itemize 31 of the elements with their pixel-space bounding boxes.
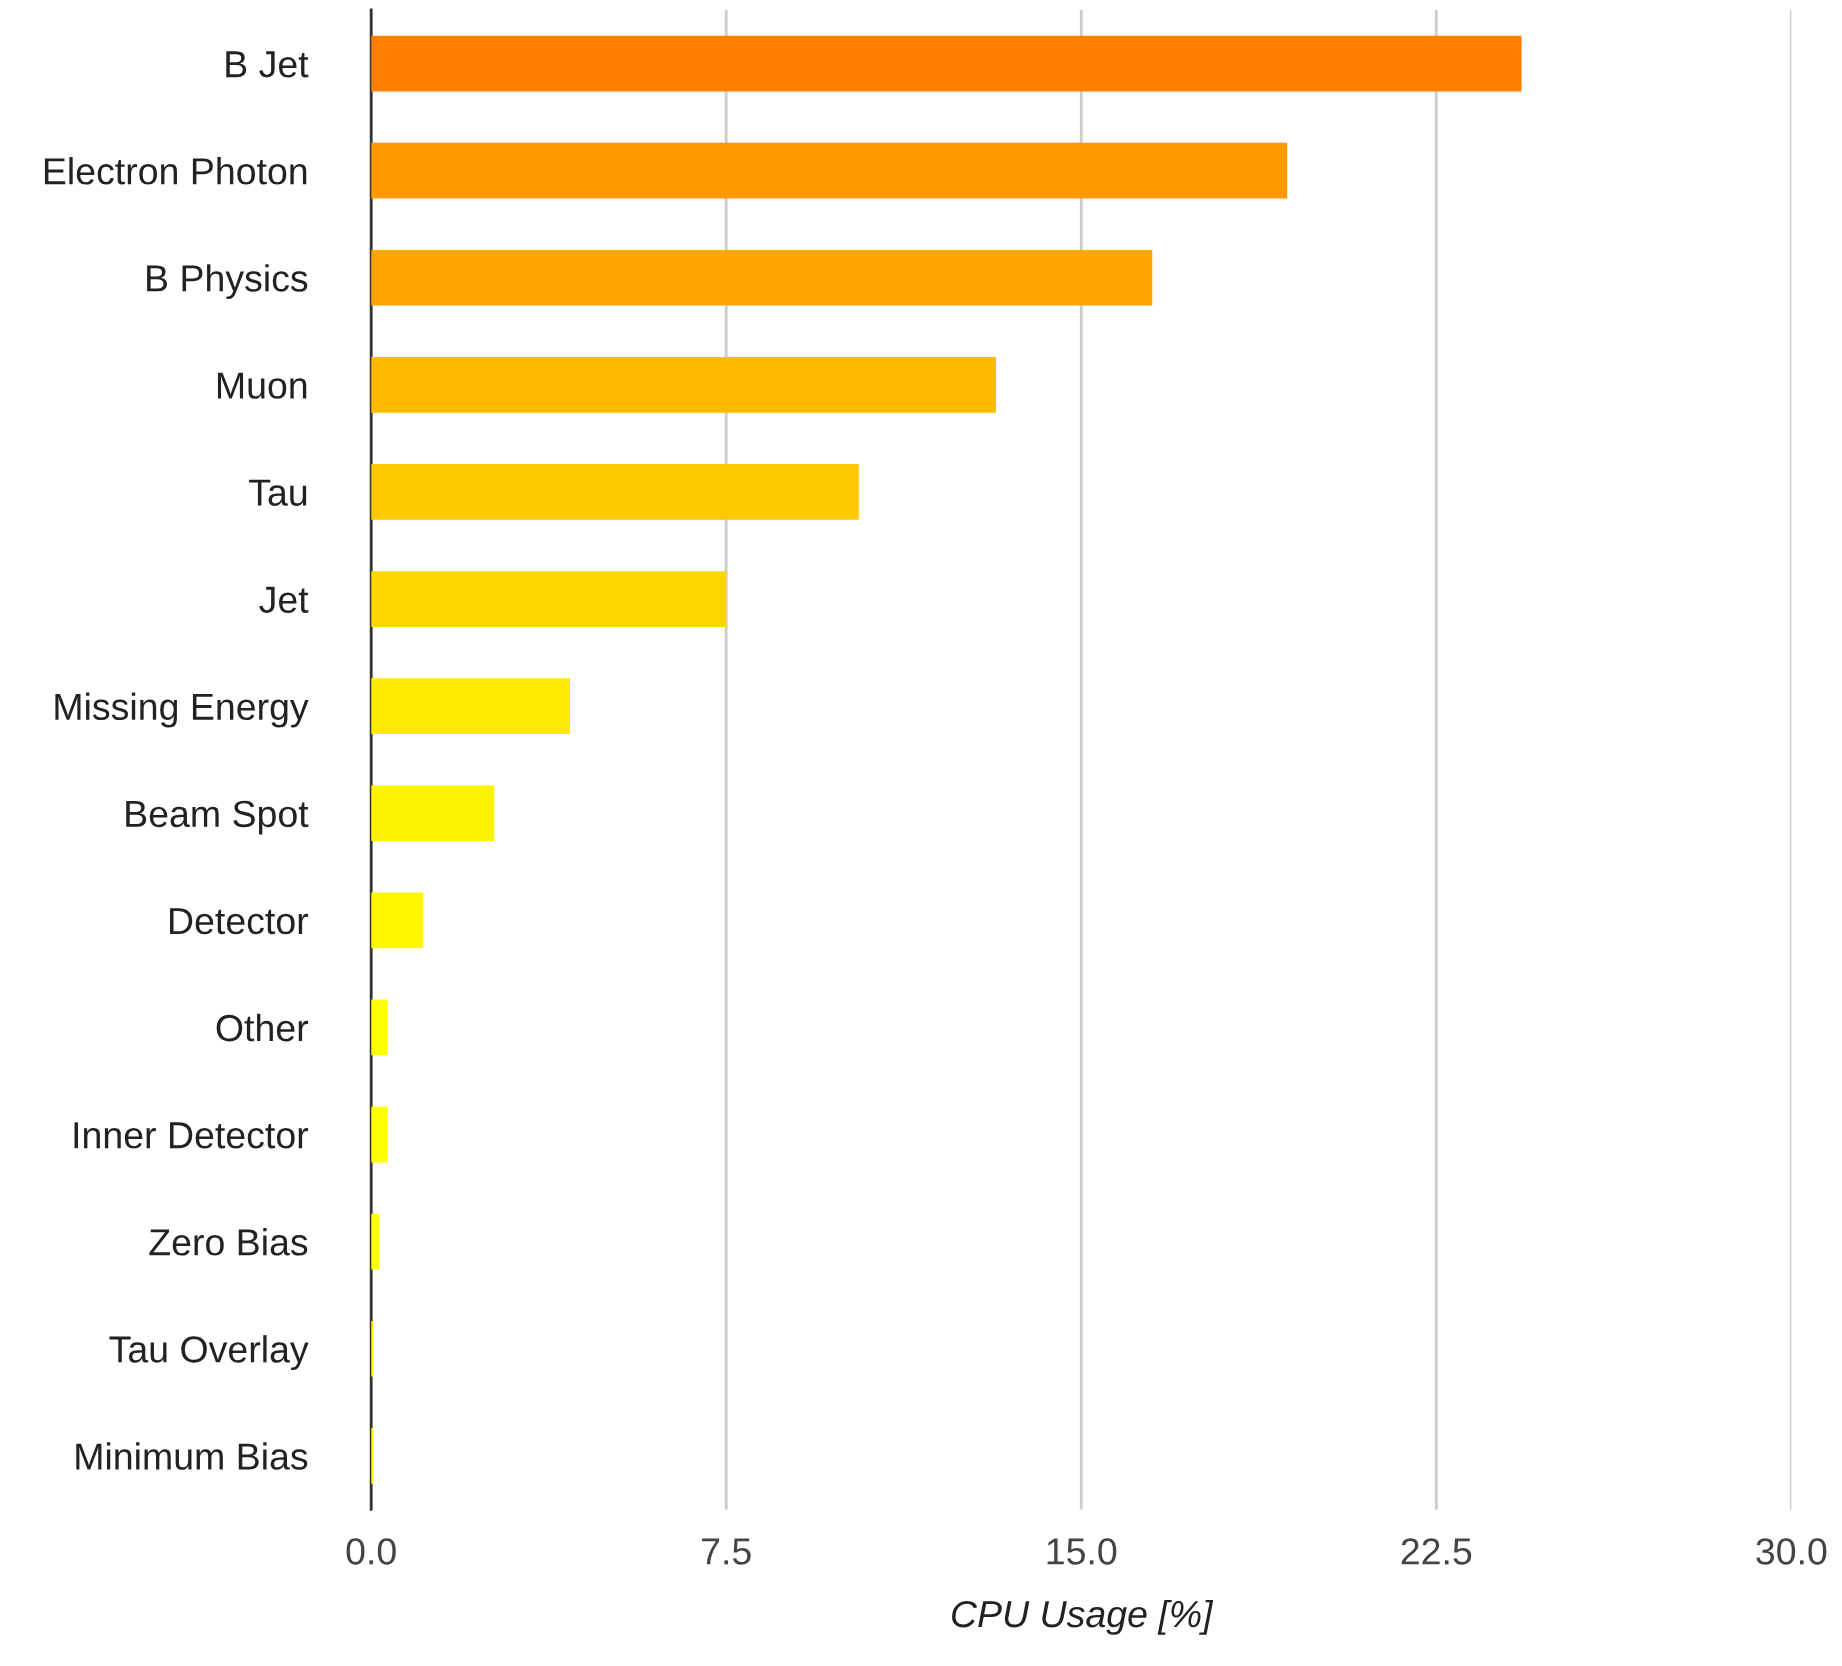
x-tick-label: 15.0 bbox=[1047, 1538, 1117, 1565]
y-tick-label: Zero Bias bbox=[149, 1228, 308, 1256]
y-tick-label: Tau bbox=[249, 479, 307, 506]
bar bbox=[371, 249, 1153, 306]
y-tick-label: Jet bbox=[259, 586, 309, 613]
bar bbox=[371, 357, 997, 413]
y-tick-label: Beam Spot bbox=[126, 800, 309, 835]
bar bbox=[371, 678, 570, 734]
x-tick-label: 0.0 bbox=[346, 1538, 396, 1565]
bar bbox=[371, 785, 495, 842]
bar bbox=[371, 892, 424, 949]
x-tick-label: 22.5 bbox=[1401, 1538, 1472, 1565]
bar bbox=[371, 35, 1522, 92]
bar bbox=[371, 1106, 388, 1163]
x-axis-title: CPU Usage [%] bbox=[952, 1599, 1214, 1635]
bar bbox=[371, 571, 727, 627]
y-tick-label: B Physics bbox=[147, 264, 308, 300]
x-tick-label: 30.0 bbox=[1756, 1538, 1827, 1565]
y-tick-label: Inner Detector bbox=[74, 1122, 309, 1149]
y-tick-label: B Jet bbox=[226, 51, 309, 78]
y-tick-label: Other bbox=[216, 1013, 309, 1042]
y-tick-label: Minimum Bias bbox=[76, 1442, 308, 1470]
y-tick-label: Detector bbox=[170, 908, 309, 935]
y-tick-label: Tau Overlay bbox=[109, 1335, 309, 1371]
x-tick-label: 7.5 bbox=[702, 1538, 751, 1565]
bar bbox=[371, 142, 1288, 199]
bar bbox=[371, 999, 388, 1056]
bar bbox=[371, 464, 859, 520]
y-tick-label: Muon bbox=[217, 372, 307, 399]
y-tick-label: Electron Photon bbox=[44, 157, 307, 185]
y-tick-label: Missing Energy bbox=[55, 692, 309, 728]
